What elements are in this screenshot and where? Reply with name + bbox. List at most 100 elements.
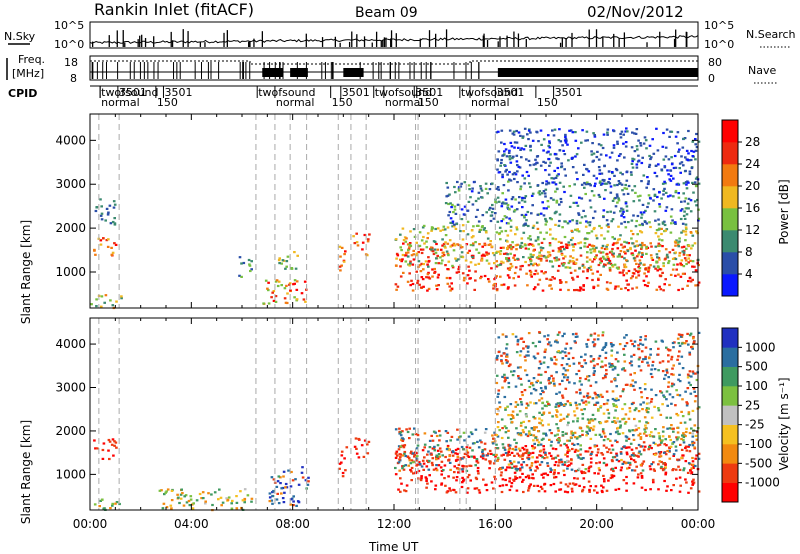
- colorbar-tick-label: 1000: [745, 340, 776, 354]
- noise-left-tick-low: 10^0: [54, 38, 84, 51]
- noise-left-tick-high: 10^5: [54, 19, 84, 32]
- velocity-panel: 1000 2000 3000 4000 00:00 04:00 08:00 12:00 16:0…: [55, 317, 716, 531]
- plot-background: [90, 114, 698, 308]
- colorbar-segment: [722, 120, 738, 143]
- freq-block: [262, 68, 283, 77]
- colorbar-segment: [722, 366, 738, 387]
- colorbar-segment: [722, 164, 738, 187]
- noise-right-tick-high: 10^5: [704, 19, 734, 32]
- freq-label-1: Freq.: [18, 53, 45, 66]
- nsky-label: N.Sky: [4, 30, 36, 43]
- y-tick-label: 1000: [55, 265, 86, 279]
- plot-background: [90, 318, 698, 510]
- colorbar-tick-label: 100: [745, 379, 768, 393]
- cpid-label-3: normal: [101, 96, 140, 109]
- colorbar-segment: [722, 230, 738, 253]
- x-tick-label: 00:00: [73, 517, 108, 531]
- colorbar-tick-label: 500: [745, 360, 768, 374]
- colorbar-segment: [722, 444, 738, 464]
- nsky-trace: [89, 35, 699, 45]
- cpid-label-4: 150: [157, 96, 178, 109]
- freq-block: [497, 68, 698, 77]
- velocity-cells-8: [495, 400, 701, 442]
- colorbar-segment: [722, 463, 738, 483]
- velocity-cells-0: [93, 438, 118, 461]
- colorbar-tick-label: 4: [745, 267, 753, 281]
- power-panel: 1000 2000 3000 4000: [55, 113, 701, 310]
- colorbar-tick-label: -500: [745, 456, 772, 470]
- nave-tick-high: 80: [708, 56, 722, 69]
- freq-block: [290, 68, 308, 77]
- colorbar-segment: [722, 274, 738, 297]
- x-tick-label: 00:00: [681, 517, 716, 531]
- colorbar-segment: [722, 328, 738, 348]
- cpid-label-10: 3501: [415, 86, 443, 99]
- power-cells-9: [394, 223, 700, 270]
- y-tick-label: 4000: [55, 133, 86, 147]
- colorbar-segment: [722, 252, 738, 275]
- nave-label: Nave: [748, 64, 776, 77]
- x-tick-label: 04:00: [174, 517, 209, 531]
- cpid-label-17: 150: [537, 96, 558, 109]
- y-tick-label: 3000: [55, 177, 86, 191]
- cpid-label: CPID: [8, 87, 37, 100]
- colorbar-tick-label: -25: [745, 418, 765, 432]
- power-ylabel: Slant Range [km]: [19, 220, 33, 324]
- velocity-cells-4: [338, 446, 349, 478]
- nsearch-label: N.Search: [746, 28, 796, 41]
- y-tick-label: 4000: [55, 337, 86, 351]
- velocity-colorbar: 1000 500 100 25 -25 -100 -500 -1000: [721, 327, 780, 503]
- cpid-label-5: twofsound: [258, 86, 315, 99]
- freq-trace: [90, 60, 698, 79]
- cpid-label-16: normal: [471, 96, 510, 109]
- cpid-label-13: twofsound: [461, 86, 518, 99]
- cpid-label-6: normal: [276, 96, 315, 109]
- x-tick-label: 20:00: [579, 517, 614, 531]
- power-cells-4: [262, 279, 308, 305]
- cpid-label-0: twofsound: [101, 86, 158, 99]
- colorbar-frame: [721, 327, 739, 503]
- x-tick-label: 12:00: [377, 517, 412, 531]
- date-title: 02/Nov/2012: [587, 3, 684, 21]
- y-tick-label: 2000: [55, 221, 86, 235]
- colorbar-segment: [722, 386, 738, 406]
- freq-block: [343, 68, 364, 77]
- colorbar-segment: [722, 482, 738, 503]
- freq-label-2: [MHz]: [12, 67, 44, 80]
- velocity-cells-5: [353, 437, 371, 459]
- freq-tick-high: 18: [64, 56, 78, 69]
- velocity-cells-2: [158, 488, 254, 512]
- colorbar-segment: [722, 347, 738, 367]
- power-colorbar: 4 8 12 16 20 24 28: [721, 119, 760, 297]
- noise-right-tick-low: 10^0: [704, 38, 734, 51]
- beam-title: Beam 09: [355, 5, 418, 21]
- time-xlabel: Time UT: [368, 540, 419, 554]
- noise-trace: [89, 29, 699, 47]
- cpid-label-12: 150: [418, 96, 439, 109]
- power-colorbar-label: Power [dB]: [777, 179, 791, 244]
- power-cells-2: [94, 198, 117, 226]
- colorbar-segment: [722, 186, 738, 209]
- cpid-label-7: 3501: [342, 86, 370, 99]
- power-cells-3: [238, 256, 253, 278]
- colorbar-tick-label: 8: [745, 245, 753, 259]
- colorbar-segment: [722, 142, 738, 165]
- colorbar-tick-label: 16: [745, 201, 760, 215]
- colorbar-segment: [722, 405, 738, 425]
- x-tick-label: 16:00: [478, 517, 513, 531]
- velocity-cells-7: [394, 426, 701, 473]
- cpid-label-14: 3501: [496, 86, 524, 99]
- velocity-cells-3: [268, 466, 310, 507]
- station-title: Rankin Inlet (fitACF): [94, 0, 254, 19]
- cpid-label-2: 3501: [164, 86, 192, 99]
- cpid-label-15: 3501: [555, 86, 583, 99]
- freq-tick-low: 8: [70, 72, 77, 85]
- cpid-label-1: 3501: [119, 86, 147, 99]
- colorbar-tick-label: 24: [745, 157, 760, 171]
- colorbar-tick-label: 28: [745, 135, 760, 149]
- nave-trace: [90, 60, 698, 65]
- colorbar-tick-label: -100: [745, 437, 772, 451]
- x-tick-label: 08:00: [275, 517, 310, 531]
